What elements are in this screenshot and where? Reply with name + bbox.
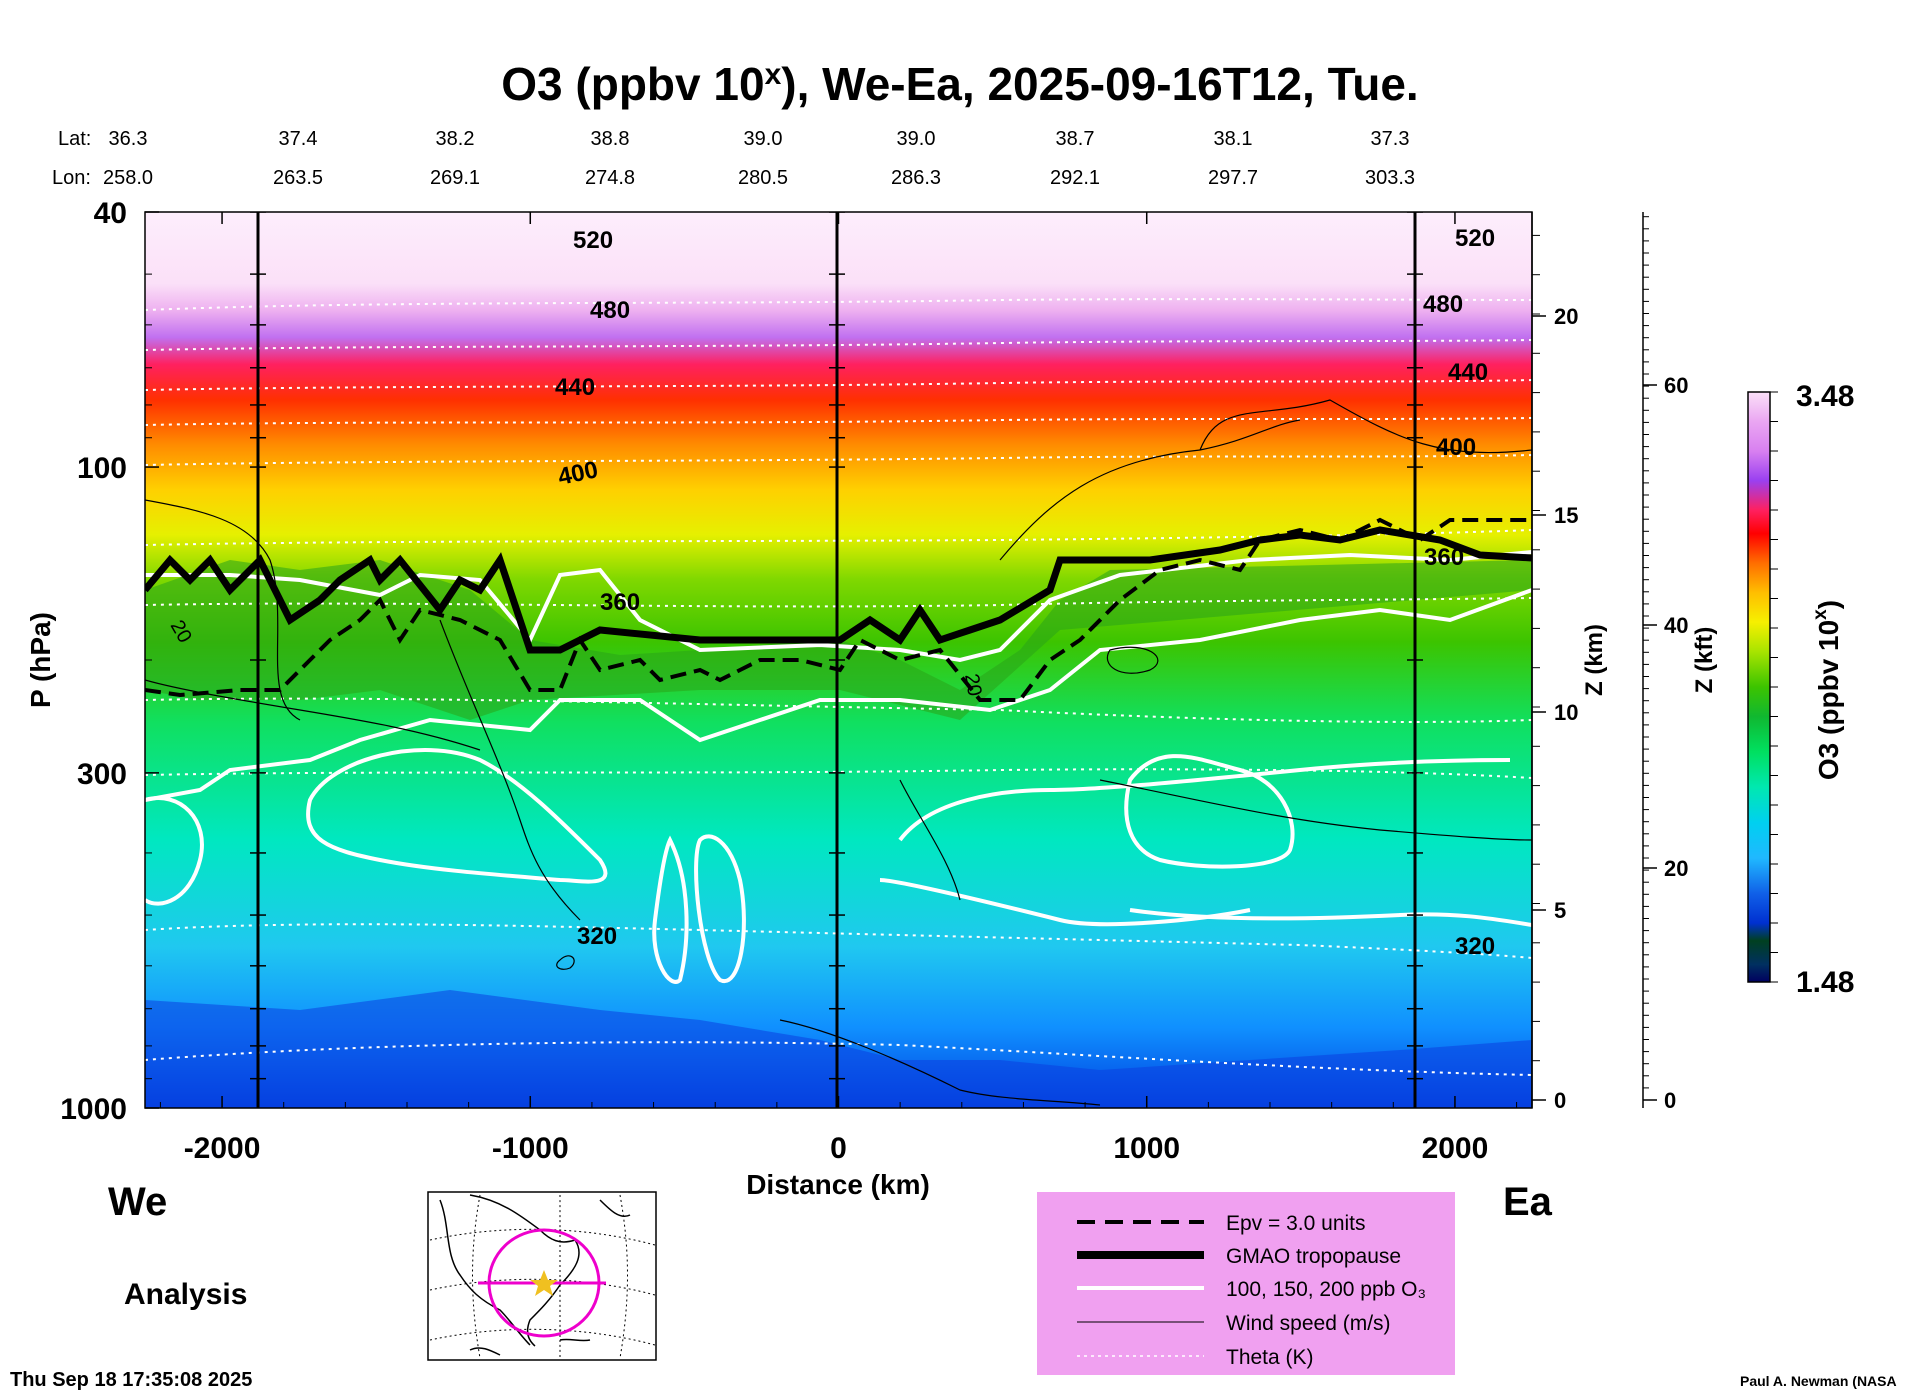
credit: Paul A. Newman (NASA	[1740, 1373, 1897, 1389]
o3-contour-white-4	[145, 796, 204, 906]
z-kft-axis: 0 20 40 60	[1642, 212, 1688, 1113]
ozone-band-dark-green	[145, 560, 1532, 720]
lat-value: 38.7	[1056, 128, 1095, 150]
lon-value: 286.3	[891, 167, 941, 189]
timestamp: Thu Sep 18 17:35:08 2025	[10, 1369, 252, 1391]
x-tick-label: 0	[830, 1132, 847, 1165]
tropopause-line	[145, 526, 1532, 654]
colorbar-min-label: 1.48	[1796, 966, 1854, 999]
o3-contour-white-5	[694, 834, 746, 984]
lon-value: 297.7	[1208, 167, 1258, 189]
o3-contour-white-1	[145, 550, 1532, 663]
wind-speed-contours	[145, 399, 1532, 1106]
y-tick-label: 40	[94, 197, 127, 230]
x-tick-label: -1000	[492, 1132, 569, 1165]
locator-map	[427, 1191, 657, 1361]
lon-value: 263.5	[273, 167, 323, 189]
theta-label-520-right: 520	[1455, 225, 1495, 252]
x-tick-label: -2000	[184, 1132, 261, 1165]
x-axis: -2000 -1000 0 1000 2000	[159, 212, 1518, 1165]
theta-label-440-right: 440	[1448, 359, 1488, 386]
theta-labels: 520 520 480 480 440 440 400 400 360 360 …	[166, 225, 1495, 960]
legend-label-wind: Wind speed (m/s)	[1226, 1312, 1391, 1335]
colorbar-title: O3 (ppbv 10x)	[1810, 600, 1844, 780]
theta-label-360-left: 360	[600, 589, 640, 616]
o3-contour-white-8	[1129, 908, 1532, 927]
z-km-axis-label: Z (km)	[1581, 624, 1608, 696]
lon-value: 258.0	[103, 167, 153, 189]
colorbar-max-label: 3.48	[1796, 380, 1854, 413]
z-kft-tick-label: 0	[1664, 1088, 1676, 1113]
z-kft-tick-label: 20	[1664, 856, 1688, 881]
analysis-label: Analysis	[124, 1278, 247, 1311]
lon-value: 280.5	[738, 167, 788, 189]
o3-contour-white-3	[306, 748, 608, 884]
z-kft-tick-label: 60	[1664, 373, 1688, 398]
theta-label-480-left: 480	[590, 297, 630, 324]
map-center-star	[530, 1270, 558, 1296]
plot-area: 520 520 480 480 440 440 400 400 360 360 …	[145, 212, 1532, 1108]
z-km-tick-label: 10	[1554, 700, 1578, 725]
direction-west-label: We	[108, 1180, 167, 1224]
x-axis-label: Distance (km)	[746, 1169, 930, 1200]
colorbar-ticks	[1770, 391, 1778, 983]
z-km-tick-label: 5	[1554, 898, 1566, 923]
y-tick-label: 100	[77, 452, 127, 485]
lat-row-label: Lat:	[58, 128, 91, 150]
legend-label-theta: Theta (K)	[1226, 1346, 1314, 1369]
z-km-tick-label: 15	[1554, 503, 1578, 528]
z-km-tick-label: 0	[1554, 1088, 1566, 1113]
lat-value: 38.8	[591, 128, 630, 150]
legend: Epv = 3.0 units GMAO tropopause 100, 150…	[1037, 1192, 1455, 1375]
y-axis: 40 100 300 1000	[60, 197, 159, 1126]
lon-value: 274.8	[585, 167, 635, 189]
theta-label-320-left: 320	[577, 923, 617, 950]
lat-value: 36.3	[109, 128, 148, 150]
legend-label-epv: Epv = 3.0 units	[1226, 1212, 1366, 1235]
z-km-tick-label: 20	[1554, 304, 1578, 329]
z-kft-tick-label: 40	[1664, 613, 1688, 638]
o3-contour-white-9	[652, 835, 689, 984]
theta-label-440-left: 440	[555, 374, 595, 401]
lat-value: 39.0	[897, 128, 936, 150]
wind-label-20-right: 20	[960, 672, 986, 698]
o3-contour-white-2	[145, 588, 1532, 802]
reference-line-ticks	[250, 212, 1423, 1080]
lat-value: 39.0	[744, 128, 783, 150]
lon-value: 269.1	[430, 167, 480, 189]
direction-east-label: Ea	[1503, 1180, 1553, 1224]
lat-value: 37.3	[1371, 128, 1410, 150]
theta-label-520-left: 520	[573, 227, 613, 254]
colorbar-gradient	[1747, 391, 1771, 983]
x-tick-label: 1000	[1113, 1132, 1180, 1165]
lon-row-label: Lon:	[52, 167, 91, 189]
lat-lon-header: 36.3 37.4 38.2 38.8 39.0 39.0 38.7 38.1 37.3 258.…	[103, 128, 1415, 189]
legend-label-o3-contour: 100, 150, 200 ppb O₃	[1226, 1278, 1426, 1301]
theta-label-480-right: 480	[1423, 291, 1463, 318]
lat-value: 38.1	[1214, 128, 1253, 150]
o3-contour-white-7	[1124, 754, 1295, 869]
theta-label-320-right: 320	[1455, 933, 1495, 960]
y-axis-label: P (hPa)	[25, 612, 56, 708]
lon-value: 303.3	[1365, 167, 1415, 189]
lon-value: 292.1	[1050, 167, 1100, 189]
z-kft-axis-label: Z (kft)	[1691, 627, 1718, 694]
chart-title: O3 (ppbv 10x), We-Ea, 2025-09-16T12, Tue…	[501, 58, 1418, 110]
y-tick-label: 300	[77, 758, 127, 791]
theta-contours	[145, 298, 1532, 1076]
o3-contour-white-6	[879, 758, 1511, 927]
y-tick-label: 1000	[60, 1093, 127, 1126]
lat-value: 38.2	[436, 128, 475, 150]
colorbar: 3.48 1.48 O3 (ppbv 10x)	[1747, 380, 1854, 999]
x-tick-label: 2000	[1422, 1132, 1489, 1165]
theta-label-400-right: 400	[1436, 434, 1476, 461]
z-km-axis: 0 5 10 15 20	[1531, 212, 1578, 1113]
lat-value: 37.4	[279, 128, 318, 150]
legend-label-tropopause: GMAO tropopause	[1226, 1245, 1401, 1268]
theta-label-360-right: 360	[1424, 544, 1464, 571]
